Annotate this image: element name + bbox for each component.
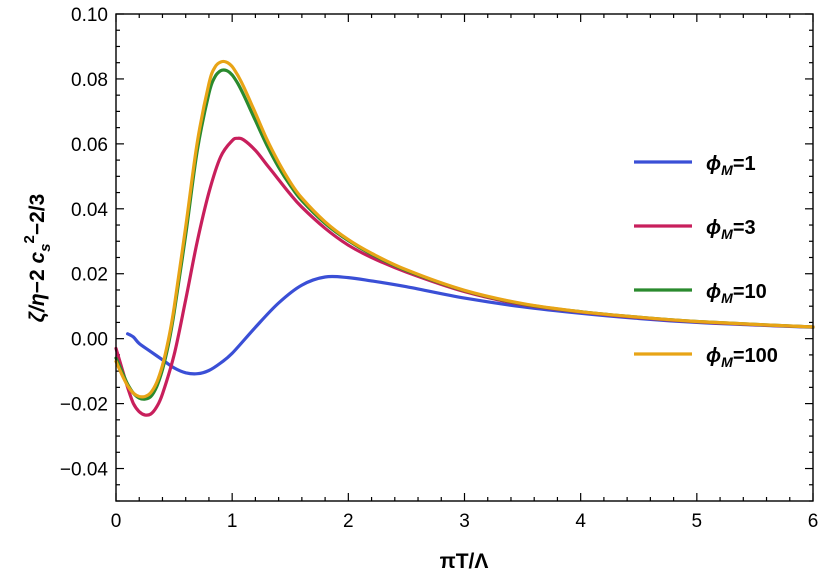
y-tick-label: 0.08 xyxy=(71,70,108,91)
y-tick-label: 0.06 xyxy=(71,135,108,156)
x-tick-label: 3 xyxy=(459,511,470,532)
x-tick-label: 6 xyxy=(808,511,819,532)
y-tick-label: −0.02 xyxy=(60,395,108,416)
y-tick-label: −0.04 xyxy=(60,460,109,481)
ticks-layer: 0 1 2 3 4 5 6 −0.04 −0.02 0.00 0.02 0.04 0.06 0.08 0.1… xyxy=(60,5,818,532)
plot-frame xyxy=(115,13,814,502)
y-tick-label: 0.02 xyxy=(71,265,108,286)
y-tick-label: 0.10 xyxy=(71,5,108,26)
series-layer xyxy=(114,59,815,417)
legend-label-3: ϕM=100 xyxy=(706,345,778,370)
y-axis-title: ζ/η−2 cs2−2/3 xyxy=(21,194,54,323)
legend-label-1: ϕM=3 xyxy=(706,217,756,242)
x-tick-label: 4 xyxy=(575,511,586,532)
legend: ϕM=1 ϕM=3 ϕM=10 ϕM=100 xyxy=(634,153,778,370)
series-line-3 xyxy=(114,59,815,399)
x-tick-label: 2 xyxy=(343,511,354,532)
y-tick-label: 0.00 xyxy=(71,330,108,351)
x-tick-label: 5 xyxy=(692,511,703,532)
x-tick-label: 0 xyxy=(111,511,122,532)
y-tick-label: 0.04 xyxy=(71,200,108,221)
x-axis-title: πT/Λ xyxy=(440,550,489,573)
legend-label-2: ϕM=10 xyxy=(706,281,767,306)
series-line-1 xyxy=(114,136,815,417)
legend-label-0: ϕM=1 xyxy=(706,153,756,178)
x-tick-label: 1 xyxy=(227,511,238,532)
